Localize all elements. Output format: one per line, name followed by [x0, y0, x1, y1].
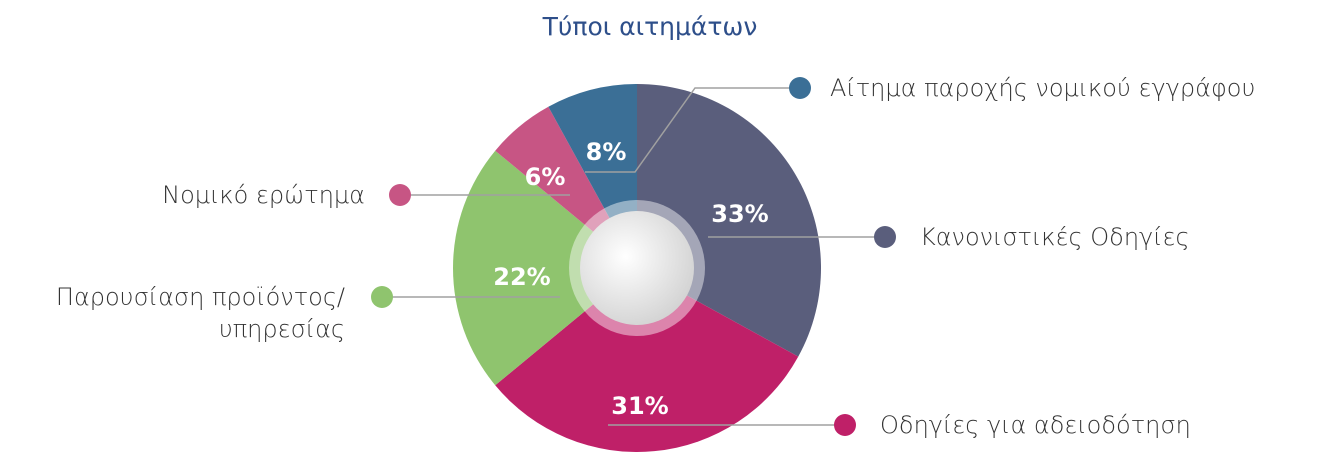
legend-dot: [789, 77, 811, 99]
pie-slice: [452, 150, 637, 386]
pie-slice: [495, 268, 799, 452]
legend-label: Κανονιστικές Οδηγίες: [920, 223, 1190, 251]
legend-dot: [371, 286, 393, 308]
legend-dot: [874, 226, 896, 248]
value-label: 31%: [611, 392, 668, 420]
legend-label: Οδηγίες για αδειοδότηση: [880, 411, 1191, 439]
legend-label: Παρουσίαση προϊόντος/ υπηρεσίας: [55, 283, 345, 343]
leader-line: [585, 87, 790, 173]
inner-circle: [580, 211, 694, 325]
value-label: 22%: [493, 263, 550, 291]
chart-title: Τύποι αιτημάτων: [542, 12, 758, 41]
legend-label: Αίτημα παροχής νομικού εγγράφου: [830, 74, 1256, 102]
value-label: 6%: [525, 163, 566, 191]
legend-dot: [834, 414, 856, 436]
legend-dot: [389, 184, 411, 206]
value-label: 8%: [586, 138, 627, 166]
legend-label: Νομικό ερώτημα: [162, 181, 365, 209]
value-label: 33%: [711, 200, 768, 228]
